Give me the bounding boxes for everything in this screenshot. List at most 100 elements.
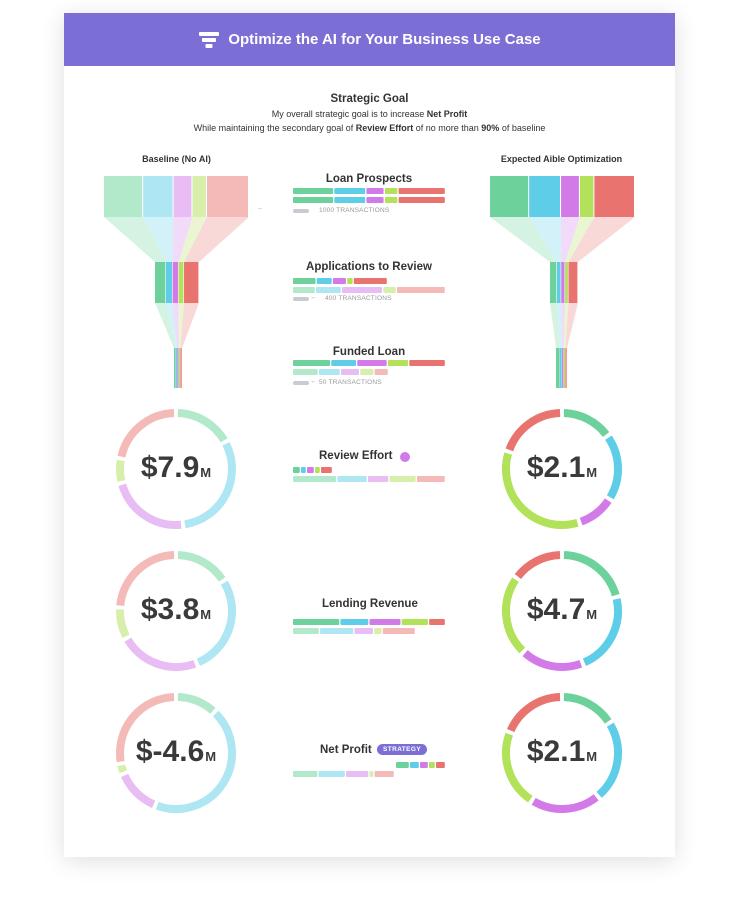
prospects-bar-baseline	[384, 188, 398, 194]
metric-title-lending-revenue: Lending Revenue	[322, 598, 418, 610]
applications-bar-baseline	[341, 287, 383, 293]
funded-bar-optimized	[293, 360, 331, 366]
baseline-donut-segment	[177, 693, 216, 714]
applications-bar-optimized	[332, 278, 346, 284]
optimized-funnel-bar-applications	[550, 262, 557, 303]
lending-revenue-bar-baseline	[374, 628, 382, 634]
optimized-funnel-bar-prospects	[490, 176, 529, 217]
main-card: Optimize the AI for Your Business Use Ca…	[64, 13, 675, 857]
stage-transactions: 1000 TRANSACTIONS	[319, 207, 390, 214]
optimized-funnel-connector	[529, 217, 562, 262]
optimized-donut-segment	[596, 722, 622, 798]
review-effort-bar-baseline	[337, 476, 367, 482]
applications-bar-baseline	[315, 287, 341, 293]
review-effort-bar-optimized	[315, 467, 320, 473]
stage-transactions: 50 TRANSACTIONS	[319, 379, 382, 386]
review-effort-bar-optimized	[293, 467, 300, 473]
funded-bar-optimized	[357, 360, 387, 366]
optimized-donut-segment	[563, 693, 612, 724]
applications-bar-baseline	[383, 287, 396, 293]
baseline-donut-segment	[155, 710, 236, 813]
baseline-funnel-connector	[104, 217, 166, 262]
review-effort-bar-baseline	[416, 476, 445, 482]
optimized-funnel-bar-applications	[557, 262, 561, 303]
prospects-bar-optimized	[384, 197, 398, 203]
lending-revenue-bar-baseline	[293, 628, 319, 634]
stage-title-loan-prospects: Loan Prospects	[325, 173, 413, 185]
baseline-donut-segment	[121, 773, 156, 808]
net-profit-bar-baseline	[346, 771, 369, 777]
optimized-funnel-bar-funded	[563, 348, 566, 388]
lending-revenue-bar-optimized	[401, 619, 428, 625]
optimized-funnel-bar-prospects	[529, 176, 561, 217]
prospects-bar-baseline	[366, 188, 384, 194]
lending-revenue-bar-optimized	[429, 619, 445, 625]
baseline-donut-segment	[117, 409, 175, 458]
optimized-donut-segment	[502, 452, 579, 529]
optimized-donut-segment	[563, 409, 610, 438]
net-profit-bar-baseline	[293, 771, 318, 777]
baseline-donut-segment	[177, 409, 228, 443]
transactions-indicator	[293, 209, 309, 213]
baseline-funnel-connector	[166, 303, 178, 348]
optimized-funnel-bar-funded	[556, 348, 560, 388]
funnel-icon	[198, 30, 220, 50]
metric-title-net-profit: Net Profit	[320, 744, 372, 756]
goal-line-1: My overall strategic goal is to increase…	[271, 109, 468, 119]
arrow-icon: ←	[310, 294, 317, 301]
baseline-funnel-bar-funded	[175, 348, 177, 388]
net-profit-bar-baseline	[318, 771, 345, 777]
baseline-funnel-connector	[172, 303, 179, 348]
baseline-lending-revenue-value: $3.8M	[140, 593, 212, 626]
optimized-funnel-connector	[563, 303, 569, 348]
baseline-funnel-bar-applications	[178, 262, 184, 303]
optimized-funnel-connector	[561, 217, 580, 262]
net-profit-bar-baseline	[369, 771, 374, 777]
arrow-icon: ←	[310, 378, 317, 385]
prospects-bar-optimized	[398, 197, 445, 203]
optimized-donut-segment	[563, 551, 620, 597]
optimized-donut-segment	[579, 498, 612, 526]
funded-bar-baseline	[318, 369, 340, 375]
review-effort-bar-optimized	[321, 467, 332, 473]
prospects-bar-optimized	[366, 197, 384, 203]
funded-bar-optimized	[387, 360, 409, 366]
net-profit-bar-optimized	[396, 762, 409, 768]
baseline-funnel-connector	[184, 217, 249, 262]
optimized-donut-segment	[507, 693, 561, 733]
applications-bar-optimized	[293, 278, 316, 284]
applications-bar-baseline	[293, 287, 315, 293]
funded-bar-optimized	[331, 360, 357, 366]
funded-bar-optimized	[409, 360, 445, 366]
funnel-and-donut-visuals	[104, 176, 635, 813]
goal-line-2: While maintaining the secondary goal of …	[193, 123, 546, 133]
applications-bar-optimized	[316, 278, 332, 284]
baseline-funnel-bar-funded	[174, 348, 176, 388]
optimized-funnel-bar-funded	[559, 348, 562, 388]
baseline-donut-segment	[196, 580, 236, 666]
baseline-funnel-connector	[172, 217, 193, 262]
funded-bar-baseline	[360, 369, 374, 375]
strategy-badge: STRATEGY	[377, 744, 428, 755]
lending-revenue-bar-optimized	[340, 619, 369, 625]
net-profit-bar-optimized	[410, 762, 419, 768]
baseline-funnel-connector	[143, 217, 174, 262]
review-effort-bar-optimized	[307, 467, 314, 473]
optimized-donut-segment	[502, 732, 533, 803]
stage-transactions: 400 TRANSACTIONS	[325, 295, 392, 302]
baseline-funnel-connector	[178, 217, 207, 262]
baseline-funnel-bar-applications	[172, 262, 179, 303]
optimized-funnel-bar-funded	[565, 348, 567, 388]
lending-revenue-bar-baseline	[320, 628, 354, 634]
prospects-bar-optimized	[334, 197, 366, 203]
page-title: Optimize the AI for Your Business Use Ca…	[228, 31, 541, 48]
optimized-funnel-connector	[550, 303, 560, 348]
optimized-donut-segment	[582, 598, 622, 666]
baseline-funnel-bar-prospects	[143, 176, 173, 217]
transactions-indicator	[293, 297, 309, 301]
review-effort-bar-optimized	[301, 467, 306, 473]
optimized-funnel-connector	[565, 303, 578, 348]
baseline-donut-segment	[116, 459, 126, 482]
baseline-donut-segment	[116, 609, 130, 639]
baseline-funnel-bar-funded	[178, 348, 181, 388]
